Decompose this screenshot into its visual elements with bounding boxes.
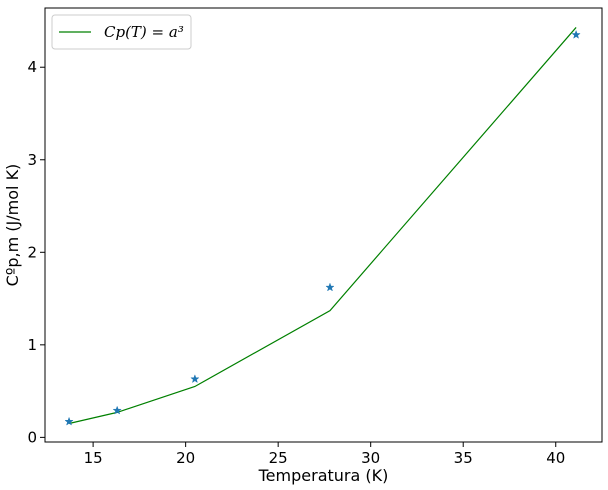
x-tick-label: 25 xyxy=(269,449,288,467)
data-point-star xyxy=(571,29,581,39)
data-point-star xyxy=(64,416,74,426)
y-tick-label: 4 xyxy=(27,58,37,76)
axes-frame xyxy=(44,7,603,443)
y-tick-label: 0 xyxy=(27,428,37,446)
y-tick-label: 2 xyxy=(27,243,37,261)
y-axis-label: Cºp,m (J/mol K) xyxy=(3,164,22,287)
legend-box xyxy=(51,14,192,50)
y-axis-ticks: 0 1 2 3 4 xyxy=(27,58,45,446)
y-tick-label: 1 xyxy=(27,336,37,354)
legend-entry-label: Cp(T) = a³ xyxy=(104,23,184,41)
x-tick-label: 30 xyxy=(361,449,380,467)
plot-area xyxy=(64,27,581,426)
x-tick-label: 40 xyxy=(546,449,565,467)
x-tick-label: 15 xyxy=(84,449,103,467)
data-point-star xyxy=(190,374,200,384)
x-axis-label: Temperatura (K) xyxy=(258,466,389,485)
data-point-star xyxy=(325,282,335,292)
series-line-cp-a3 xyxy=(68,27,577,425)
data-point-star xyxy=(112,405,122,415)
x-tick-label: 35 xyxy=(454,449,473,467)
x-tick-label: 20 xyxy=(176,449,195,467)
x-axis-ticks: 15 20 25 30 35 40 xyxy=(84,442,565,467)
y-tick-label: 3 xyxy=(27,151,37,169)
legend: Cp(T) = a³ xyxy=(51,14,192,50)
